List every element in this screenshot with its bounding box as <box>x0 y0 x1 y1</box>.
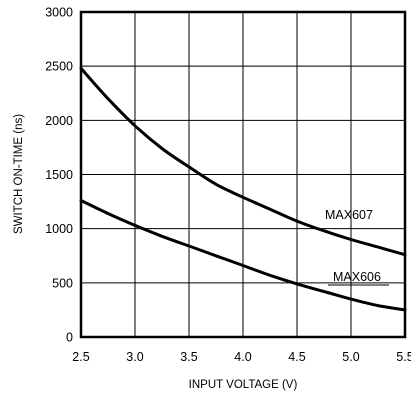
x-tick-label: 3.0 <box>126 350 143 364</box>
grid <box>81 12 405 337</box>
series-layer <box>79 66 407 312</box>
x-tick-label: 3.5 <box>180 350 197 364</box>
series-line-max607 <box>79 66 407 257</box>
y-tick-label: 500 <box>52 276 73 290</box>
series-label-max606: MAX606 <box>333 270 381 284</box>
x-tick-label: 5.5 <box>396 350 411 364</box>
y-tick-label: 1500 <box>45 168 73 182</box>
y-axis-label: SWITCH ON-TIME (ns) <box>13 114 25 234</box>
y-tick-label: 2500 <box>45 60 73 74</box>
x-axis-label: INPUT VOLTAGE (V) <box>189 379 298 391</box>
x-tick-labels: 2.5 3.0 3.5 4.0 4.5 5.0 5.5 <box>72 350 411 364</box>
x-tick-label: 4.5 <box>288 350 305 364</box>
series-label-max607: MAX607 <box>325 208 373 222</box>
x-tick-label: 5.0 <box>342 350 359 364</box>
plot-frame <box>79 10 407 339</box>
series-labels: MAX607 MAX606 <box>325 208 389 286</box>
y-tick-label: 2000 <box>45 114 73 128</box>
y-tick-labels: 0 500 1000 1500 2000 2500 3000 <box>45 6 73 345</box>
x-tick-label: 4.0 <box>234 350 251 364</box>
y-tick-label: 1000 <box>45 222 73 236</box>
y-tick-label: 0 <box>66 331 73 345</box>
x-tick-label: 2.5 <box>72 350 89 364</box>
series-line-max606 <box>79 199 407 312</box>
y-tick-label: 3000 <box>45 6 73 20</box>
